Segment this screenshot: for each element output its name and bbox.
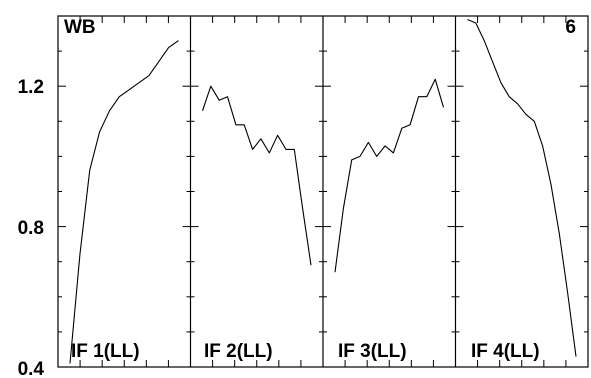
series-line-panel-1 bbox=[69, 40, 179, 364]
series-line-panel-3 bbox=[334, 78, 445, 273]
y-tick-label-1.2: 1.2 bbox=[18, 77, 44, 98]
tick-marks bbox=[58, 16, 588, 367]
chart-frame bbox=[57, 15, 589, 368]
corner-label-right: 6 bbox=[565, 17, 576, 38]
panel-label-if4: IF 4(LL) bbox=[471, 341, 540, 362]
panel-label-if3: IF 3(LL) bbox=[338, 341, 407, 362]
panel-label-if1: IF 1(LL) bbox=[71, 341, 140, 362]
y-tick-label-0.8: 0.8 bbox=[18, 218, 44, 239]
panel-label-if2: IF 2(LL) bbox=[204, 341, 273, 362]
series-lines bbox=[69, 18, 577, 364]
y-tick-labels: 1.2 0.8 0.4 bbox=[18, 77, 45, 378]
series-line-panel-4 bbox=[467, 18, 577, 357]
y-tick-label-0.4: 0.4 bbox=[18, 359, 45, 378]
corner-label-left: WB bbox=[64, 17, 96, 38]
series-line-panel-2 bbox=[201, 85, 312, 266]
